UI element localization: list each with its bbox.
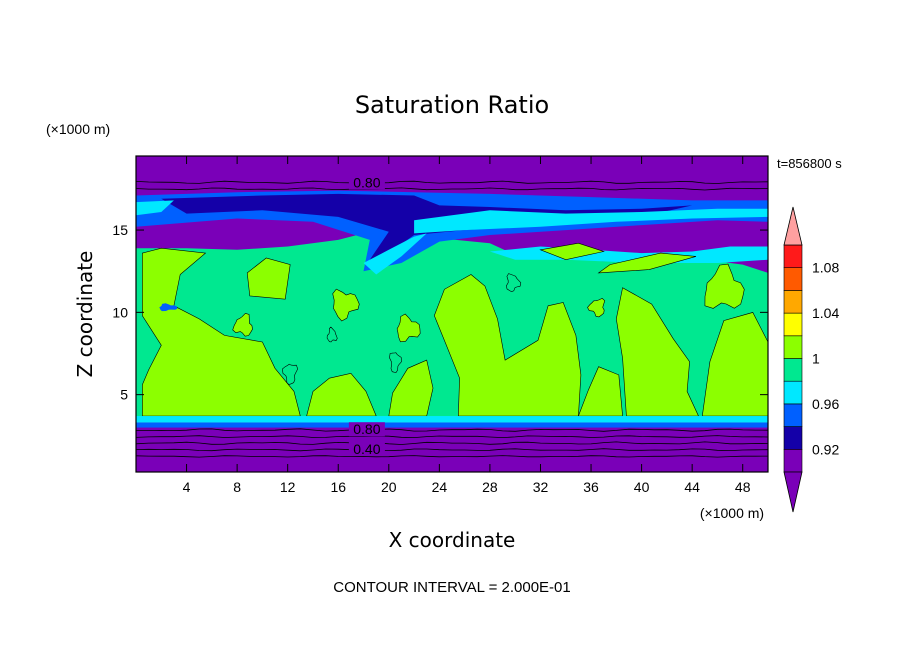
colorbar: 0.92 0.96 1 1.04 1.08 bbox=[783, 206, 839, 513]
saturated-patch bbox=[142, 247, 301, 417]
cloud-base-cyan-band bbox=[136, 416, 768, 423]
colorbar-tick-label: 1.08 bbox=[812, 260, 839, 276]
cirrus-cyan-band bbox=[414, 208, 768, 234]
x-tick-label: 8 bbox=[233, 479, 241, 495]
x-tick-label: 24 bbox=[432, 479, 448, 495]
contour-line bbox=[136, 428, 768, 432]
saturated-patch bbox=[704, 263, 745, 309]
x-tick-label: 32 bbox=[533, 479, 549, 495]
contour-label-bg bbox=[348, 441, 385, 456]
x-tick-label: 16 bbox=[330, 479, 346, 495]
colorbar-swatch bbox=[783, 335, 803, 359]
x-tick-label: 44 bbox=[684, 479, 700, 495]
x-tick-label: 12 bbox=[280, 479, 296, 495]
subsaturated-hole bbox=[506, 273, 522, 293]
colorbar-swatch bbox=[783, 267, 803, 291]
saturated-patch bbox=[597, 252, 697, 274]
contour-plot-area bbox=[136, 156, 768, 472]
colorbar-swatch bbox=[783, 403, 803, 427]
saturated-patch bbox=[577, 366, 623, 417]
colorbar-tick-label: 1.04 bbox=[812, 305, 839, 321]
contour-label: 0.80 bbox=[353, 421, 380, 437]
contour-line bbox=[136, 455, 768, 458]
y-axis-label: Z coordinate bbox=[73, 251, 97, 378]
contour-label-bg bbox=[348, 175, 385, 190]
time-label: t=856800 s bbox=[777, 156, 842, 171]
x-tick-label: 48 bbox=[735, 479, 751, 495]
colorbar-swatch bbox=[783, 426, 803, 450]
subsaturated-hole bbox=[389, 352, 402, 373]
contour-label-bg bbox=[348, 422, 385, 437]
cloud-base-blue-band bbox=[136, 422, 768, 428]
small-blue-patch bbox=[159, 303, 178, 312]
x-tick-label: 4 bbox=[183, 479, 191, 495]
colorbar-over-arrow bbox=[783, 206, 803, 246]
cirrus-cyan-left bbox=[136, 200, 174, 216]
saturated-patch bbox=[587, 298, 606, 318]
colorbar-swatch bbox=[783, 358, 803, 382]
colorbar-tick-label: 0.92 bbox=[812, 441, 839, 457]
cirrus-cyan-streak bbox=[363, 233, 427, 275]
saturated-patch bbox=[332, 288, 360, 322]
subsaturated-hole bbox=[326, 326, 338, 343]
contour-line bbox=[136, 180, 768, 184]
x-tick-label: 28 bbox=[482, 479, 498, 495]
colorbar-tick-label: 1 bbox=[812, 351, 820, 367]
saturated-patch bbox=[396, 313, 421, 343]
contour-line bbox=[136, 448, 768, 452]
colorbar-tick-label: 0.96 bbox=[812, 396, 839, 412]
saturated-patch bbox=[615, 287, 699, 417]
contour-line bbox=[136, 435, 768, 439]
saturated-patch bbox=[232, 312, 253, 337]
saturated-patch bbox=[246, 257, 291, 300]
y-tick-label: 10 bbox=[112, 304, 128, 320]
colorbar-swatch bbox=[783, 448, 803, 473]
contour-line bbox=[136, 441, 768, 445]
contour-interval-label: CONTOUR INTERVAL = 2.000E-01 bbox=[333, 579, 570, 596]
x-tick-label: 40 bbox=[634, 479, 650, 495]
saturated-patch bbox=[306, 372, 377, 417]
colorbar-swatch bbox=[783, 244, 803, 269]
contour-label: 0.40 bbox=[353, 441, 380, 457]
y-tick-label: 5 bbox=[120, 387, 128, 403]
colorbar-under-arrow bbox=[783, 471, 803, 513]
saturated-patch bbox=[433, 274, 582, 417]
x-unit-label: (×1000 m) bbox=[700, 505, 764, 521]
y-unit-label: (×1000 m) bbox=[46, 121, 110, 137]
x-tick-label: 36 bbox=[583, 479, 599, 495]
y-tick-label: 15 bbox=[112, 222, 128, 238]
saturated-patch bbox=[539, 242, 605, 261]
colorbar-swatch bbox=[783, 312, 803, 337]
saturated-patch bbox=[701, 312, 768, 417]
plot-frame bbox=[135, 155, 769, 473]
x-tick-label: 20 bbox=[381, 479, 397, 495]
saturated-patch bbox=[388, 359, 434, 417]
colorbar-swatch bbox=[783, 290, 803, 314]
contour-label: 0.80 bbox=[353, 174, 380, 190]
subsaturated-hole bbox=[282, 363, 299, 385]
chart-title: Saturation Ratio bbox=[355, 91, 549, 119]
x-axis-label: X coordinate bbox=[389, 528, 516, 552]
colorbar-swatch bbox=[783, 380, 803, 405]
contour-line bbox=[136, 187, 768, 191]
